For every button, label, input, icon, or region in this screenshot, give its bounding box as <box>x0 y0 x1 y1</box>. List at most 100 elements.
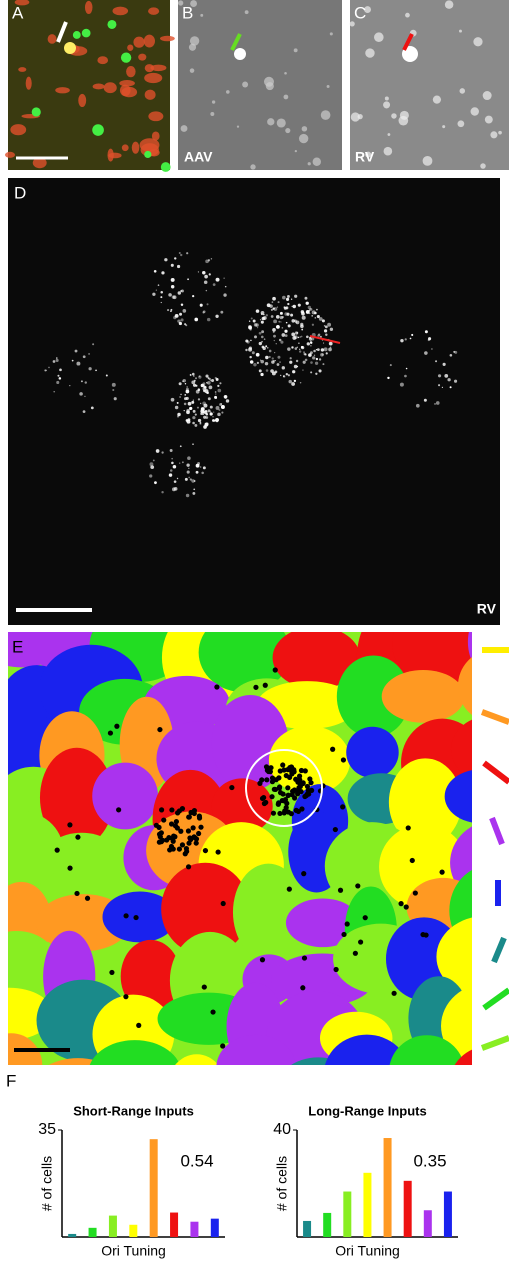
cell <box>82 29 91 38</box>
input-cell <box>280 791 285 796</box>
cell <box>181 304 183 306</box>
cell <box>126 66 135 77</box>
cell <box>303 351 305 353</box>
cell <box>202 402 206 406</box>
cell <box>278 321 280 323</box>
cell <box>194 424 197 427</box>
input-cell <box>353 951 358 956</box>
cell <box>301 329 303 331</box>
input-cell <box>177 846 182 851</box>
cell <box>182 461 184 463</box>
cell <box>296 320 300 324</box>
input-cell <box>216 849 221 854</box>
chart-title: Long-Range Inputs <box>308 1103 426 1118</box>
cell <box>5 152 15 158</box>
cell <box>311 315 313 317</box>
map-patch <box>88 1040 182 1109</box>
cell <box>305 359 308 362</box>
cell <box>171 264 174 267</box>
input-cell <box>159 839 164 844</box>
cell <box>274 352 275 353</box>
cell <box>306 310 310 314</box>
cell <box>156 290 157 291</box>
cell <box>211 258 212 259</box>
input-cell <box>269 794 274 799</box>
cell <box>282 366 285 369</box>
cell <box>201 472 204 475</box>
input-cell <box>345 921 350 926</box>
cell <box>192 492 195 495</box>
cell <box>214 396 217 399</box>
cell <box>64 42 76 54</box>
input-cell <box>123 994 128 999</box>
cell <box>387 377 389 379</box>
cell <box>180 394 182 396</box>
cell <box>423 156 433 166</box>
input-cell <box>363 915 368 920</box>
cell <box>405 338 407 340</box>
input-cell <box>85 896 90 901</box>
bar <box>363 1173 371 1237</box>
cell <box>274 340 275 341</box>
cell <box>104 82 117 93</box>
input-cell <box>169 844 174 849</box>
cell <box>284 72 287 75</box>
cell <box>161 491 163 493</box>
cell <box>325 334 327 336</box>
input-cell <box>340 804 345 809</box>
input-cell <box>260 957 265 962</box>
cell <box>272 328 276 332</box>
cell <box>277 363 280 366</box>
cell <box>88 367 91 370</box>
cell <box>312 310 316 314</box>
cell <box>454 380 457 383</box>
bar <box>404 1181 412 1237</box>
input-cell <box>210 1009 215 1014</box>
input-cell <box>202 984 207 989</box>
cell <box>291 299 292 300</box>
cell <box>399 116 409 126</box>
input-cell <box>109 970 114 975</box>
cell <box>260 373 263 376</box>
input-cell <box>114 724 119 729</box>
cell <box>221 412 223 414</box>
cell <box>196 471 199 474</box>
input-cell <box>262 801 267 806</box>
cell <box>54 391 55 392</box>
cell <box>303 361 306 364</box>
cell <box>284 95 289 100</box>
map-patch <box>382 670 465 723</box>
cell <box>400 339 403 342</box>
cell <box>249 321 250 322</box>
panel-label: D <box>14 183 26 202</box>
cell <box>148 7 159 14</box>
cell <box>410 338 412 340</box>
cell <box>161 302 162 303</box>
legend-bar <box>494 938 504 962</box>
cell <box>280 321 281 322</box>
input-cell <box>186 841 191 846</box>
cell <box>97 56 108 64</box>
cell <box>188 477 190 479</box>
cell <box>198 271 199 272</box>
cell <box>211 379 214 382</box>
input-cell <box>157 832 162 837</box>
cell <box>160 291 163 294</box>
cell <box>181 318 184 321</box>
cell <box>177 415 179 417</box>
cell <box>190 36 199 45</box>
cell <box>144 73 162 83</box>
cell <box>287 347 290 350</box>
cell <box>200 14 203 17</box>
cell <box>122 144 129 151</box>
cell <box>122 87 138 97</box>
cell <box>259 332 262 335</box>
cell <box>292 370 295 373</box>
cell <box>175 314 179 318</box>
input-cell <box>284 801 289 806</box>
cell <box>301 336 303 338</box>
input-cell <box>263 683 268 688</box>
cell <box>237 126 239 128</box>
panel-label: F <box>6 1071 16 1090</box>
cell <box>179 313 182 316</box>
